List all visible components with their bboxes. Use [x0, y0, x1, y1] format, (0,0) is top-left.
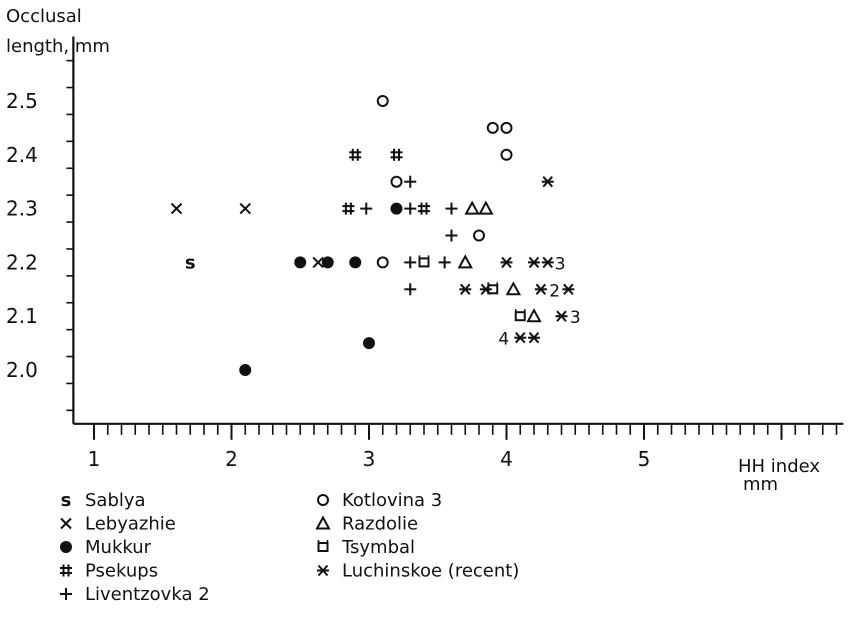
point-sablya: s: [185, 252, 196, 273]
point-mukkur: [363, 337, 375, 350]
legend-label-razdolie: Razdolie: [342, 514, 418, 535]
x-tick-label: 1: [88, 447, 101, 471]
point-kotlovina-3: [473, 229, 485, 242]
point-razdolie: [526, 308, 542, 323]
legend-label-sablya: Sablya: [85, 490, 146, 511]
y-tick-label: 2.2: [6, 250, 38, 274]
point-tsymbal: [418, 255, 430, 268]
point-luchinskoe-recent: [514, 332, 527, 344]
point-luchinskoe-recent: [528, 256, 540, 269]
point-liventzovka-2: [438, 256, 451, 269]
legend-marker-sablya: s: [61, 490, 72, 511]
x-axis-label-line2: mm: [743, 474, 778, 495]
point-count-label: 4: [498, 330, 509, 350]
point-lebyazhie: [312, 256, 324, 269]
point-luchinskoe-recent: [555, 310, 568, 322]
point-count-label: 3: [570, 308, 581, 328]
x-tick-label: 3: [363, 447, 376, 471]
point-lebyazhie: [239, 202, 251, 215]
point-mukkur: [390, 202, 403, 215]
point-kotlovina-3: [486, 121, 499, 134]
legend-marker-razdolie: [315, 515, 331, 530]
point-luchinskoe-recent: [500, 256, 513, 269]
point-liventzovka-2: [404, 283, 417, 296]
y-axis-label-line2: length, mm: [6, 36, 110, 57]
y-tick-label: 2.4: [6, 143, 38, 167]
point-luchinskoe-recent: [562, 283, 575, 295]
point-liventzovka-2: [404, 256, 417, 269]
point-kotlovina-3: [500, 148, 513, 161]
point-mukkur: [294, 256, 307, 269]
point-psekups: [418, 202, 430, 215]
point-luchinskoe-recent: [541, 176, 554, 188]
point-liventzovka-2: [404, 202, 417, 215]
point-liventzovka-2: [360, 202, 373, 215]
legend-marker-mukkur: [60, 541, 72, 553]
point-liventzovka-2: [445, 202, 458, 215]
legend-label-mukkur: Mukkur: [85, 537, 152, 558]
point-kotlovina-3: [376, 95, 389, 107]
y-tick-label: 2.3: [6, 197, 38, 221]
point-mukkur: [239, 364, 252, 376]
legend-marker-tsymbal: [317, 540, 329, 552]
point-kotlovina-3: [500, 121, 513, 134]
legend-marker-liventzovka-2: [60, 588, 72, 600]
x-tick-label: 4: [500, 447, 513, 471]
point-kotlovina-3: [376, 256, 389, 269]
y-tick-label: 2.0: [6, 358, 38, 382]
axes: [72, 36, 844, 425]
legend-marker-psekups: [60, 564, 72, 577]
ticks: 1 2 3 4 52.02.12.22.32.42.5: [6, 59, 838, 471]
point-luchinskoe-recent: [534, 283, 547, 295]
point-razdolie: [478, 200, 494, 215]
point-psekups: [342, 202, 355, 215]
point-count-label: 2: [549, 281, 560, 301]
point-liventzovka-2: [445, 229, 458, 242]
point-luchinskoe-recent: [541, 256, 554, 269]
point-razdolie: [464, 200, 480, 215]
data-points: s: [170, 95, 575, 376]
point-psekups: [349, 148, 362, 161]
legend-marker-luchinskoe-recent: [317, 564, 329, 577]
point-mukkur: [349, 256, 362, 269]
point-lebyazhie: [170, 202, 183, 215]
point-count-label: 3: [555, 254, 566, 274]
point-razdolie: [505, 281, 522, 296]
point-mukkur: [321, 256, 334, 269]
point-kotlovina-3: [390, 175, 403, 188]
y-tick-label: 2.1: [6, 304, 38, 328]
legend-label-lebyazhie: Lebyazhie: [85, 514, 176, 535]
point-luchinskoe-recent: [479, 283, 492, 295]
y-tick-label: 2.5: [6, 89, 38, 113]
legend-label-liventzovka-2: Liventzovka 2: [85, 584, 210, 605]
point-luchinskoe-recent: [528, 332, 540, 344]
point-luchinskoe-recent: [459, 283, 472, 295]
legend-marker-lebyazhie: [60, 517, 72, 530]
legend-marker-kotlovina-3: [317, 494, 329, 506]
point-liventzovka-2: [404, 175, 417, 188]
x-tick-label: 2: [225, 447, 238, 471]
point-razdolie: [457, 254, 473, 269]
legend-label-tsymbal: Tsymbal: [341, 537, 415, 558]
point-tsymbal: [514, 309, 526, 322]
x-tick-label: 5: [638, 447, 651, 471]
y-axis-label-line1: Occlusal: [6, 6, 82, 27]
legend-label-luchinskoe-recent: Luchinskoe (recent): [342, 561, 519, 582]
legend-label-kotlovina-3: Kotlovina 3: [342, 490, 442, 511]
x-axis-label-line1: HH index: [738, 456, 820, 477]
point-psekups: [390, 148, 403, 161]
legend-label-psekups: Psekups: [85, 561, 158, 582]
